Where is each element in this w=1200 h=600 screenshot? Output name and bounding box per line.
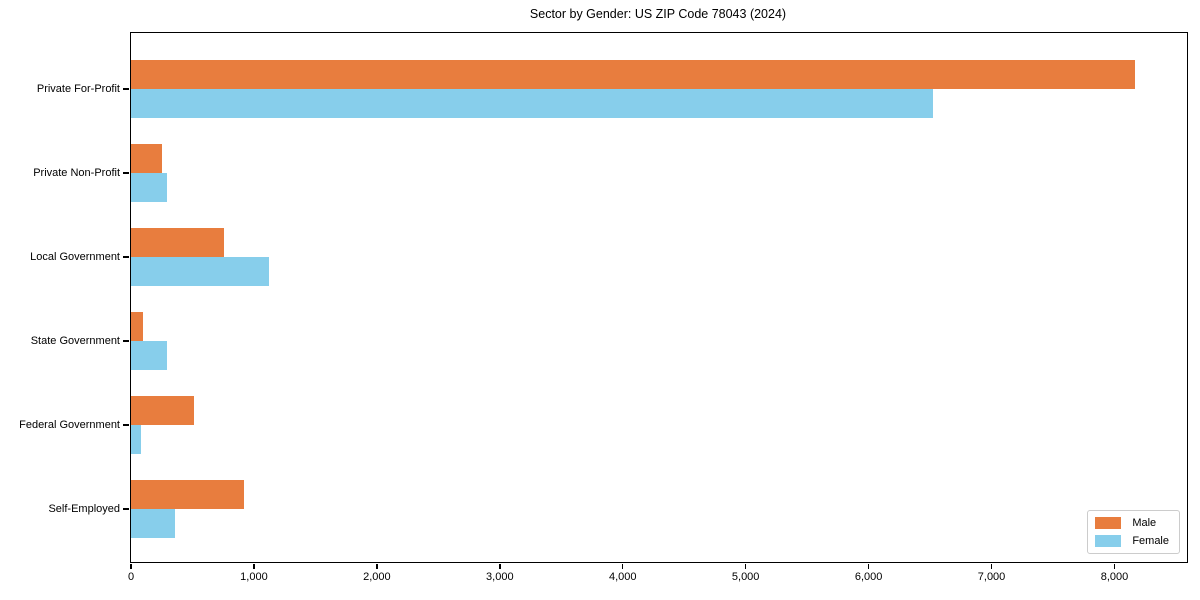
- male-swatch: [1095, 517, 1122, 529]
- y-tick-label-federal-government: Federal Government: [19, 419, 120, 431]
- x-tick-mark-6000: [867, 563, 870, 569]
- x-tick-mark-0: [130, 563, 132, 569]
- bar-male-self-employed: [131, 480, 245, 509]
- bar-male-private-for-profit: [131, 60, 1136, 89]
- y-tick-label-private-non-profit: Private Non-Profit: [33, 167, 120, 179]
- y-tick-mark-private-non-profit: [123, 172, 129, 174]
- bar-male-private-non-profit: [131, 144, 162, 173]
- x-tick-mark-5000: [744, 563, 747, 569]
- y-tick-mark-private-for-profit: [123, 88, 129, 90]
- x-tick-label-4000: 4,000: [608, 571, 637, 583]
- legend-label-female: Female: [1132, 535, 1169, 547]
- y-tick-mark-state-government: [123, 340, 129, 342]
- x-tick-label-0: 0: [127, 571, 135, 583]
- x-tick-mark-3000: [499, 563, 501, 569]
- legend-item-female: Female: [1095, 535, 1169, 547]
- x-tick-mark-4000: [621, 563, 624, 569]
- bar-female-local-government: [131, 257, 270, 286]
- bar-female-state-government: [131, 341, 167, 370]
- legend: Male Female: [1087, 510, 1180, 554]
- legend-label-male: Male: [1132, 517, 1157, 529]
- bar-female-private-for-profit: [131, 89, 933, 118]
- y-tick-label-state-government: State Government: [30, 335, 120, 347]
- x-tick-mark-7000: [990, 563, 993, 569]
- legend-item-male: Male: [1095, 517, 1169, 529]
- chart-title: Sector by Gender: US ZIP Code 78043 (202…: [529, 7, 787, 21]
- x-tick-label-1000: 1,000: [240, 571, 268, 583]
- x-tick-mark-8000: [1113, 563, 1116, 569]
- y-tick-mark-federal-government: [123, 424, 129, 426]
- y-tick-mark-local-government: [123, 256, 129, 258]
- y-tick-mark-self-employed: [123, 508, 129, 510]
- x-tick-label-7000: 7,000: [977, 571, 1006, 583]
- x-tick-label-5000: 5,000: [731, 571, 760, 583]
- bar-male-federal-government: [131, 396, 194, 425]
- x-tick-mark-1000: [253, 563, 255, 569]
- bar-female-private-non-profit: [131, 173, 167, 202]
- bar-female-federal-government: [131, 425, 142, 454]
- bar-female-self-employed: [131, 509, 176, 538]
- x-tick-label-2000: 2,000: [363, 571, 391, 583]
- plot-area: Private For-Profit Private Non-Profit Loca…: [19, 32, 1188, 583]
- female-swatch: [1095, 535, 1122, 547]
- x-tick-label-6000: 6,000: [854, 571, 883, 583]
- y-tick-label-private-for-profit: Private For-Profit: [36, 83, 120, 95]
- x-tick-label-3000: 3,000: [486, 571, 514, 583]
- x-tick-label-8000: 8,000: [1100, 571, 1129, 583]
- bar-male-state-government: [131, 312, 144, 341]
- x-tick-mark-2000: [376, 563, 378, 569]
- y-tick-label-self-employed: Self-Employed: [48, 503, 120, 515]
- bar-male-local-government: [131, 228, 224, 257]
- y-tick-label-local-government: Local Government: [30, 251, 120, 263]
